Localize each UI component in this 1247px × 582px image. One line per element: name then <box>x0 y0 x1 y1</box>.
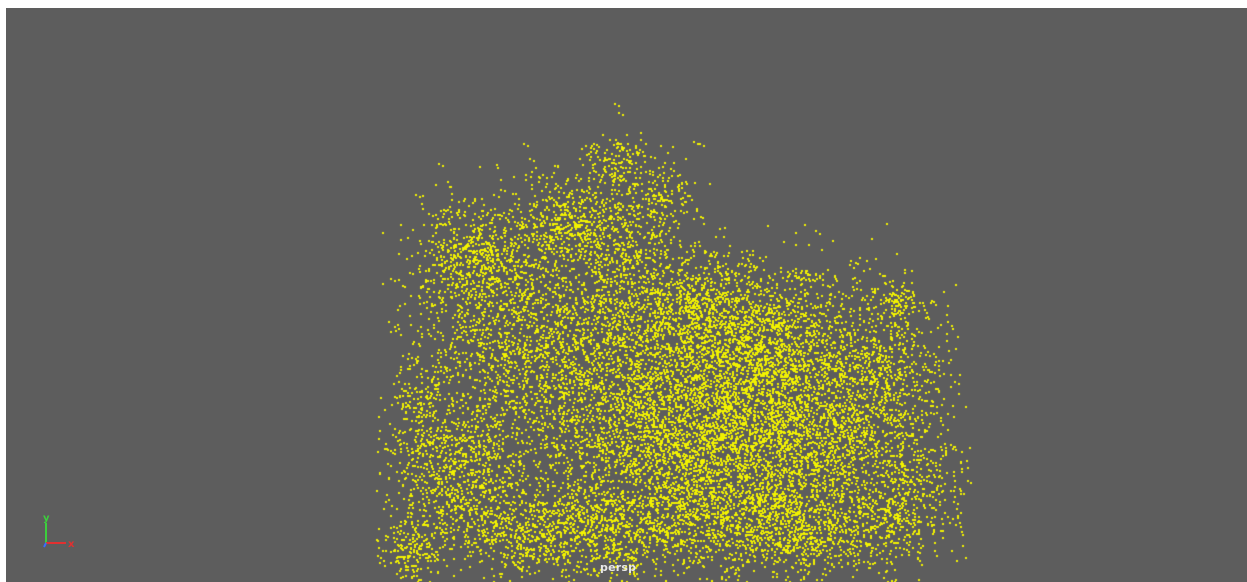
y-axis-label: y <box>43 513 50 524</box>
3d-viewport[interactable]: y x persp <box>6 8 1247 582</box>
point-cloud <box>6 8 1247 582</box>
axis-gizmo: y x <box>43 513 75 550</box>
z-axis-line <box>43 542 47 548</box>
x-axis-label: x <box>68 539 75 550</box>
camera-label: persp <box>600 561 637 574</box>
